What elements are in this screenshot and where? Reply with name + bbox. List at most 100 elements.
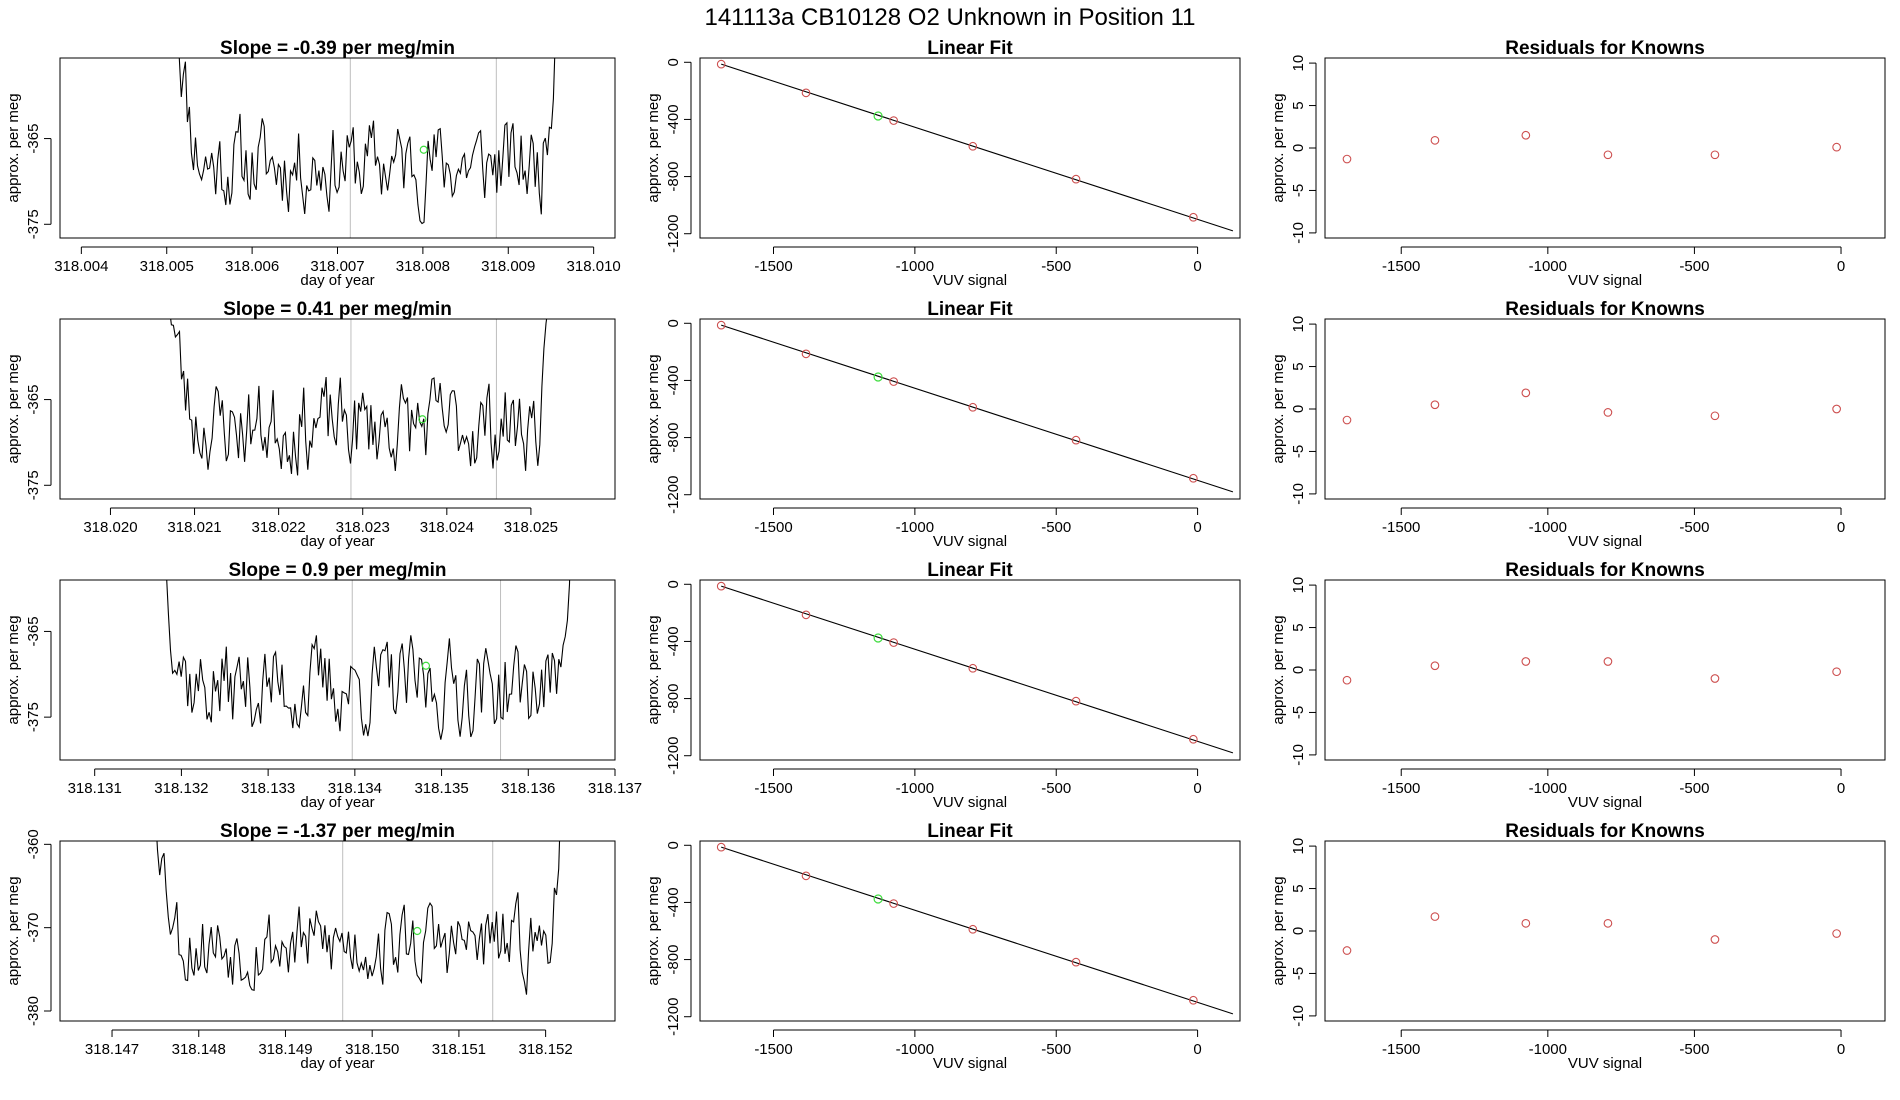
data-point: [1832, 404, 1841, 414]
y-tick-label: -5: [1290, 184, 1307, 197]
plot-area: [1342, 912, 1841, 955]
x-axis-label: VUV signal: [933, 794, 1007, 811]
plot-box: [59, 579, 616, 761]
y-axis-label: approx. per meg: [5, 354, 22, 463]
y-tick-label: -800: [665, 945, 682, 975]
data-point: [1071, 174, 1081, 184]
data-point: [1430, 912, 1440, 921]
x-tick-label: -1500: [1382, 519, 1420, 536]
x-tick-label: 318.136: [501, 780, 555, 797]
x-tick-label: 318.005: [140, 258, 194, 275]
y-tick-label: -400: [665, 887, 682, 917]
data-point: [968, 402, 978, 412]
plot-box: [1324, 840, 1886, 1022]
y-tick-label: -400: [665, 365, 682, 395]
data-point: [1430, 136, 1440, 145]
x-tick-label: -500: [1679, 1041, 1709, 1058]
y-tick-label: -5: [1290, 967, 1307, 980]
x-tick-label: 0: [1193, 519, 1201, 536]
y-axis-label: approx. per meg: [1270, 354, 1287, 463]
x-tick-label: -500: [1041, 780, 1071, 797]
x-tick-label: 0: [1837, 1041, 1845, 1058]
data-point: [1603, 408, 1613, 417]
x-tick-label: -500: [1679, 519, 1709, 536]
y-tick-label: -10: [1290, 483, 1307, 505]
y-tick-label: 10: [1290, 577, 1307, 594]
data-point: [1071, 435, 1081, 445]
panel-2-1: Linear Fit -1500 -1000 -500 0 VUV signal -1200…: [645, 560, 1241, 811]
data-point: [801, 871, 811, 881]
data-point: [1832, 142, 1841, 152]
plot-area: [1342, 388, 1841, 425]
y-tick-label: -10: [1290, 1005, 1307, 1027]
x-tick-label: -1000: [1529, 258, 1567, 275]
data-point: [1342, 675, 1352, 685]
data-point: [801, 88, 811, 98]
x-tick-label: 318.022: [252, 519, 306, 536]
x-tick-label: -1000: [896, 519, 934, 536]
highlight-point: [873, 894, 883, 904]
y-tick-label: -400: [665, 104, 682, 134]
panel-title: Linear Fit: [927, 560, 1013, 581]
y-tick-label: 0: [1290, 666, 1307, 674]
y-tick-label: 0: [1290, 927, 1307, 935]
highlight-point: [873, 372, 883, 382]
x-tick-label: -1500: [1382, 258, 1420, 275]
y-tick-label: 0: [1290, 144, 1307, 152]
data-point: [1189, 473, 1198, 483]
x-tick-label: -500: [1679, 258, 1709, 275]
plot-area: [1342, 130, 1841, 164]
y-tick-label: -365: [25, 385, 42, 415]
y-tick-label: 5: [1290, 101, 1307, 109]
highlight-point: [421, 661, 431, 670]
panel-title: Slope = 0.41 per meg/min: [223, 299, 452, 320]
highlight-point: [418, 415, 427, 424]
y-axis-label: approx. per meg: [645, 615, 662, 724]
x-tick-label: 0: [1193, 258, 1201, 275]
data-point: [968, 924, 978, 934]
data-point: [1071, 957, 1081, 967]
highlight-point: [419, 145, 428, 154]
x-tick-label: 318.135: [414, 780, 468, 797]
x-tick-label: 318.004: [54, 258, 108, 275]
y-axis-label: approx. per meg: [1270, 876, 1287, 985]
y-tick-label: -5: [1290, 445, 1307, 458]
data-point: [1832, 929, 1841, 938]
y-tick-label: 10: [1290, 838, 1307, 855]
highlight-point: [873, 111, 883, 121]
x-axis-label: VUV signal: [933, 533, 1007, 550]
panel-title: Residuals for Knowns: [1505, 821, 1705, 842]
x-tick-label: -500: [1041, 258, 1071, 275]
data-point: [1430, 400, 1440, 410]
x-tick-label: -1000: [896, 258, 934, 275]
y-tick-label: 5: [1290, 884, 1307, 892]
y-tick-label: 0: [1290, 405, 1307, 413]
x-tick-label: 318.131: [68, 780, 122, 797]
data-point: [1521, 657, 1531, 666]
y-axis-label: approx. per meg: [645, 354, 662, 463]
y-axis-label: approx. per meg: [1270, 93, 1287, 202]
data-point: [1189, 734, 1198, 744]
panel-3-1: Linear Fit -1500 -1000 -500 0 VUV signal -1200…: [645, 821, 1241, 1072]
y-tick-label: -375: [25, 470, 42, 500]
y-axis-label: approx. per meg: [5, 615, 22, 724]
data-point: [716, 59, 726, 69]
y-tick-label: -380: [25, 996, 42, 1026]
data-point: [1342, 415, 1352, 425]
data-point: [716, 842, 726, 852]
panel-title: Slope = 0.9 per meg/min: [228, 560, 446, 581]
y-tick-label: 5: [1290, 362, 1307, 370]
panel-3-2: Residuals for Knowns -1500 -1000 -500 0 VUV s…: [1270, 821, 1886, 1072]
data-point: [1521, 388, 1531, 398]
data-point: [1342, 154, 1352, 164]
fit-line: [721, 585, 1234, 754]
plot-box: [1324, 318, 1886, 500]
data-point: [1832, 667, 1841, 677]
y-axis-label: approx. per meg: [645, 876, 662, 985]
y-tick-label: -365: [25, 124, 42, 154]
series-line: [178, 58, 556, 225]
data-point: [1603, 657, 1613, 666]
plot-box: [1324, 579, 1886, 761]
y-tick-label: -800: [665, 423, 682, 453]
y-tick-label: -800: [665, 162, 682, 192]
